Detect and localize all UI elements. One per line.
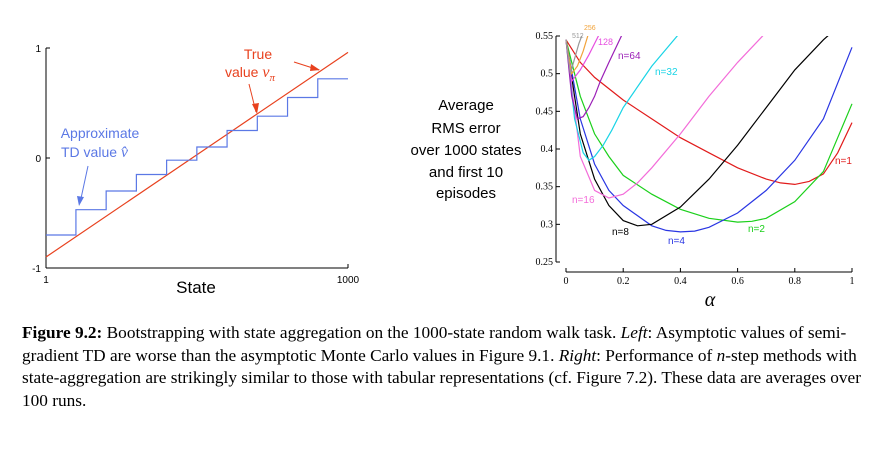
series-label-n-4: n=4: [668, 236, 685, 247]
right-chart-axes: [555, 35, 853, 273]
left-chart: 10-11 1000 State True value vπ Approximat…: [32, 44, 359, 297]
series-label-n-1: n=1: [835, 156, 852, 167]
right-title-line-5: episodes: [436, 185, 496, 202]
series-n-8-line: [565, 36, 829, 227]
right-y-tick-label-0-45: 0.45: [536, 106, 554, 117]
series-label-n-8: n=8: [612, 227, 629, 238]
right-x-tick-label-0-6: 0.6: [731, 276, 744, 287]
right-x-tick-label-0: 0: [564, 276, 569, 287]
series-n-16-line: [565, 36, 764, 199]
left-x-tick-label-1: 1: [43, 275, 49, 286]
right-y-tick-label-0-4: 0.4: [541, 144, 554, 155]
series-label-n-64: n=64: [618, 51, 641, 62]
right-title-line-3: over 1000 states: [411, 142, 522, 159]
caption-n: n: [716, 345, 726, 365]
caption-text-2: : Asymptotic values of semi-gradient TD …: [22, 323, 847, 365]
arrow-true-value-right: [293, 61, 320, 71]
left-x-tick-label-1000: 1000: [337, 275, 360, 286]
series-n-32-line: [565, 36, 678, 162]
series-n-64-line: [565, 36, 623, 120]
annotation-true-value-line2: value vπ: [225, 64, 275, 84]
right-y-tick-label-0-25: 0.25: [536, 257, 554, 268]
right-x-tick-label-0-8: 0.8: [789, 276, 802, 287]
right-y-tick-label-0-3: 0.3: [541, 219, 554, 230]
right-x-tick-label-0-4: 0.4: [674, 276, 687, 287]
left-y-tick-label-1: 1: [35, 44, 41, 55]
series-n-4-line: [565, 39, 853, 233]
right-x-tick-label-1: 1: [850, 276, 855, 287]
caption-right: Right: [558, 345, 597, 365]
series-label-512: 512: [572, 33, 584, 40]
arrow-true-value-down: [248, 83, 259, 114]
caption-text-3: : Performance of: [596, 345, 717, 365]
right-y-tick-label-0-35: 0.35: [536, 182, 554, 193]
series-label-n-2: n=2: [748, 224, 765, 235]
caption-left: Left: [620, 323, 648, 342]
right-chart: Average RMS error over 1000 states and firs…: [411, 25, 855, 311]
caption-text-1: Bootstrapping with state aggregation on …: [102, 323, 621, 342]
series-128-line: [565, 36, 600, 83]
annotation-approx-value-line1: Approximate: [61, 125, 140, 141]
figure-canvas: 10-11 1000 State True value vπ Approximat…: [32, 25, 855, 311]
series-approx-td-value-line: [46, 78, 348, 236]
caption-text-4: -step methods with state-aggregation are…: [22, 345, 861, 410]
right-title-line-2: RMS error: [431, 120, 500, 137]
right-title-line-4: and first 10: [429, 164, 503, 181]
series-n-2-line: [565, 39, 853, 223]
figure-caption: Figure 9.2: Bootstrapping with state agg…: [22, 322, 872, 412]
left-chart-series: [45, 51, 349, 258]
left-y-tick-label-0: 0: [35, 154, 41, 165]
right-x-axis-label: α: [705, 289, 716, 311]
series-256-line: [565, 36, 589, 76]
left-chart-axes: [45, 47, 349, 269]
left-y-tick-label-1: -1: [32, 264, 41, 275]
series-label-128: 128: [598, 37, 613, 47]
left-x-axis-label: State: [176, 278, 216, 297]
series-label-n-16: n=16: [572, 195, 595, 206]
right-chart-title: Average RMS error over 1000 states and firs…: [411, 97, 522, 202]
series-512-line: [565, 36, 583, 74]
series-label-n-32: n=32: [655, 67, 678, 78]
caption-label: Figure 9.2:: [22, 323, 103, 342]
series-label-256: 256: [584, 25, 596, 32]
left-chart-tick-labels: 10-11 1000: [32, 44, 359, 286]
right-y-tick-label-0-5: 0.5: [541, 69, 554, 80]
annotation-true-value-line1: True: [244, 46, 272, 62]
right-x-tick-label-0-2: 0.2: [617, 276, 630, 287]
right-title-line-1: Average: [438, 97, 494, 114]
arrow-approx-value: [77, 165, 89, 206]
annotation-approx-value-line2: TD value v̂: [61, 144, 129, 161]
right-chart-series: [565, 36, 853, 233]
right-y-tick-label-0-55: 0.55: [536, 31, 554, 42]
right-chart-tick-labels: 0.25 0.3 0.35 0.4 0.45 0.5 0.55 0 0.2 0.4 0.6 0.8 1: [536, 31, 855, 287]
